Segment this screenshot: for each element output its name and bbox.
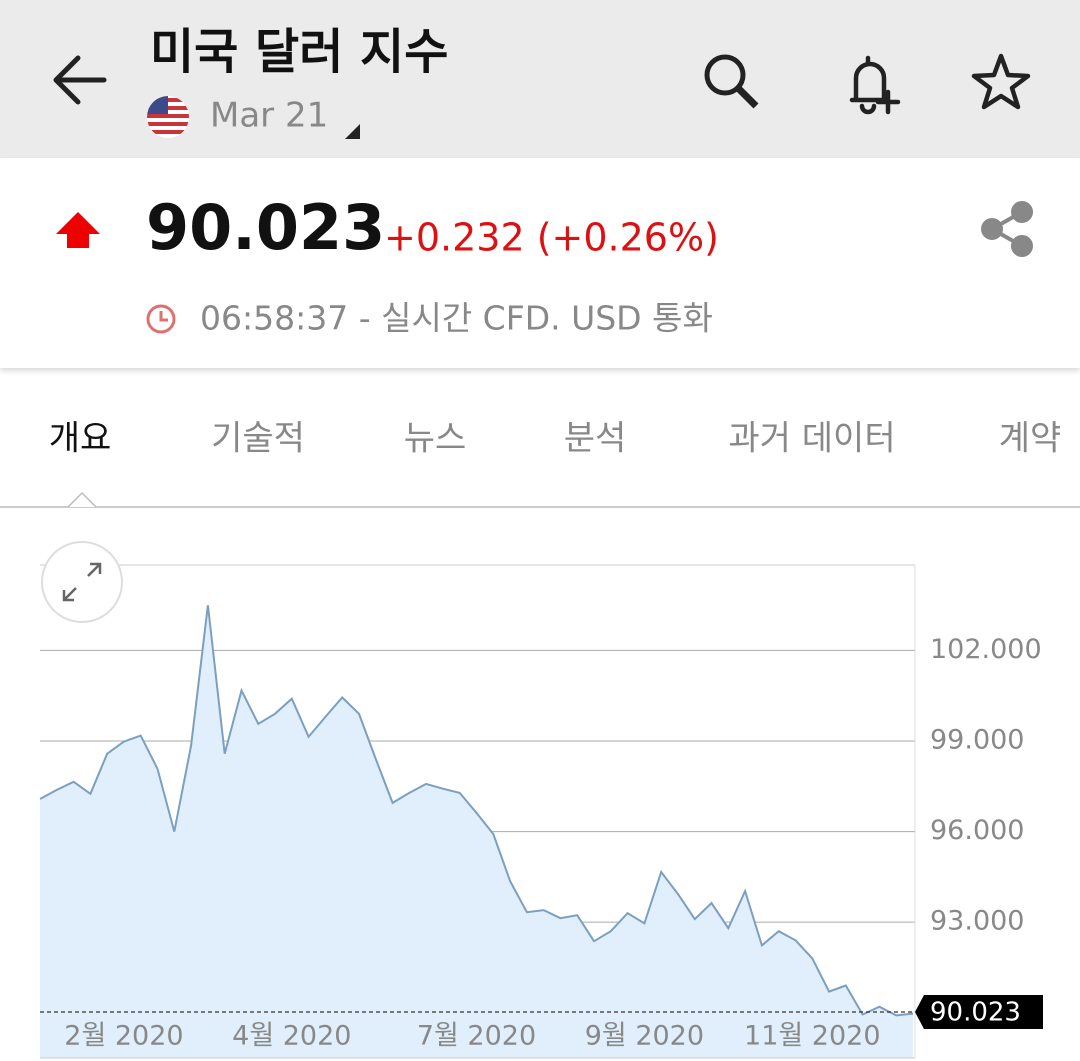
share-button[interactable] [981, 201, 1033, 257]
tab[interactable]: 기술적 [211, 419, 305, 459]
last-price-box [915, 995, 1043, 1030]
contract-month[interactable]: Mar 21 [210, 96, 328, 136]
x-tick-label: 9월 2020 [585, 1021, 704, 1052]
quote-panel [0, 158, 1080, 368]
tab[interactable]: 개요 [49, 419, 112, 459]
tab-bar: 개요 기술적 뉴스 분석 과거 데이터 계약 [49, 419, 1062, 459]
x-tick-label: 2월 2020 [64, 1021, 183, 1052]
last-price-label: 90.023 [930, 998, 1021, 1028]
search-button[interactable] [704, 54, 759, 109]
tab-indicator [67, 491, 97, 508]
tab[interactable]: 분석 [564, 419, 627, 459]
alert-button[interactable] [849, 55, 901, 115]
expand-icon [62, 562, 102, 602]
favorite-button[interactable] [971, 53, 1031, 110]
chart: 93.000 96.000 99.000 102.000 2월 2020 4월 2020 7… [39, 564, 1043, 1059]
price: 90.023 [146, 191, 385, 264]
y-tick-label: 102.000 [930, 634, 1042, 665]
x-tick-label: 11월 2020 [744, 1021, 881, 1052]
change: +0.232 (+0.26%) [384, 216, 719, 260]
area [40, 605, 913, 1058]
up-arrow [56, 212, 100, 248]
expand-button[interactable] [41, 541, 123, 623]
title: 미국 달러 지수 [150, 24, 448, 80]
x-tick-label: 7월 2020 [417, 1021, 536, 1052]
tab[interactable]: 뉴스 [404, 419, 467, 459]
back-button[interactable] [53, 55, 107, 105]
line [39, 605, 914, 1017]
timestamp: 06:58:37 - 실시간 CFD. USD 통화 [200, 299, 713, 338]
dropdown-indicator[interactable] [345, 124, 360, 139]
x-tick-label: 4월 2020 [232, 1021, 351, 1052]
y-tick-label: 99.000 [930, 725, 1024, 756]
y-tick-label: 93.000 [930, 906, 1024, 937]
tab[interactable]: 과거 데이터 [728, 419, 895, 459]
clock-icon [146, 304, 176, 334]
y-tick-label: 96.000 [930, 815, 1024, 846]
tab[interactable]: 계약 [999, 419, 1062, 459]
